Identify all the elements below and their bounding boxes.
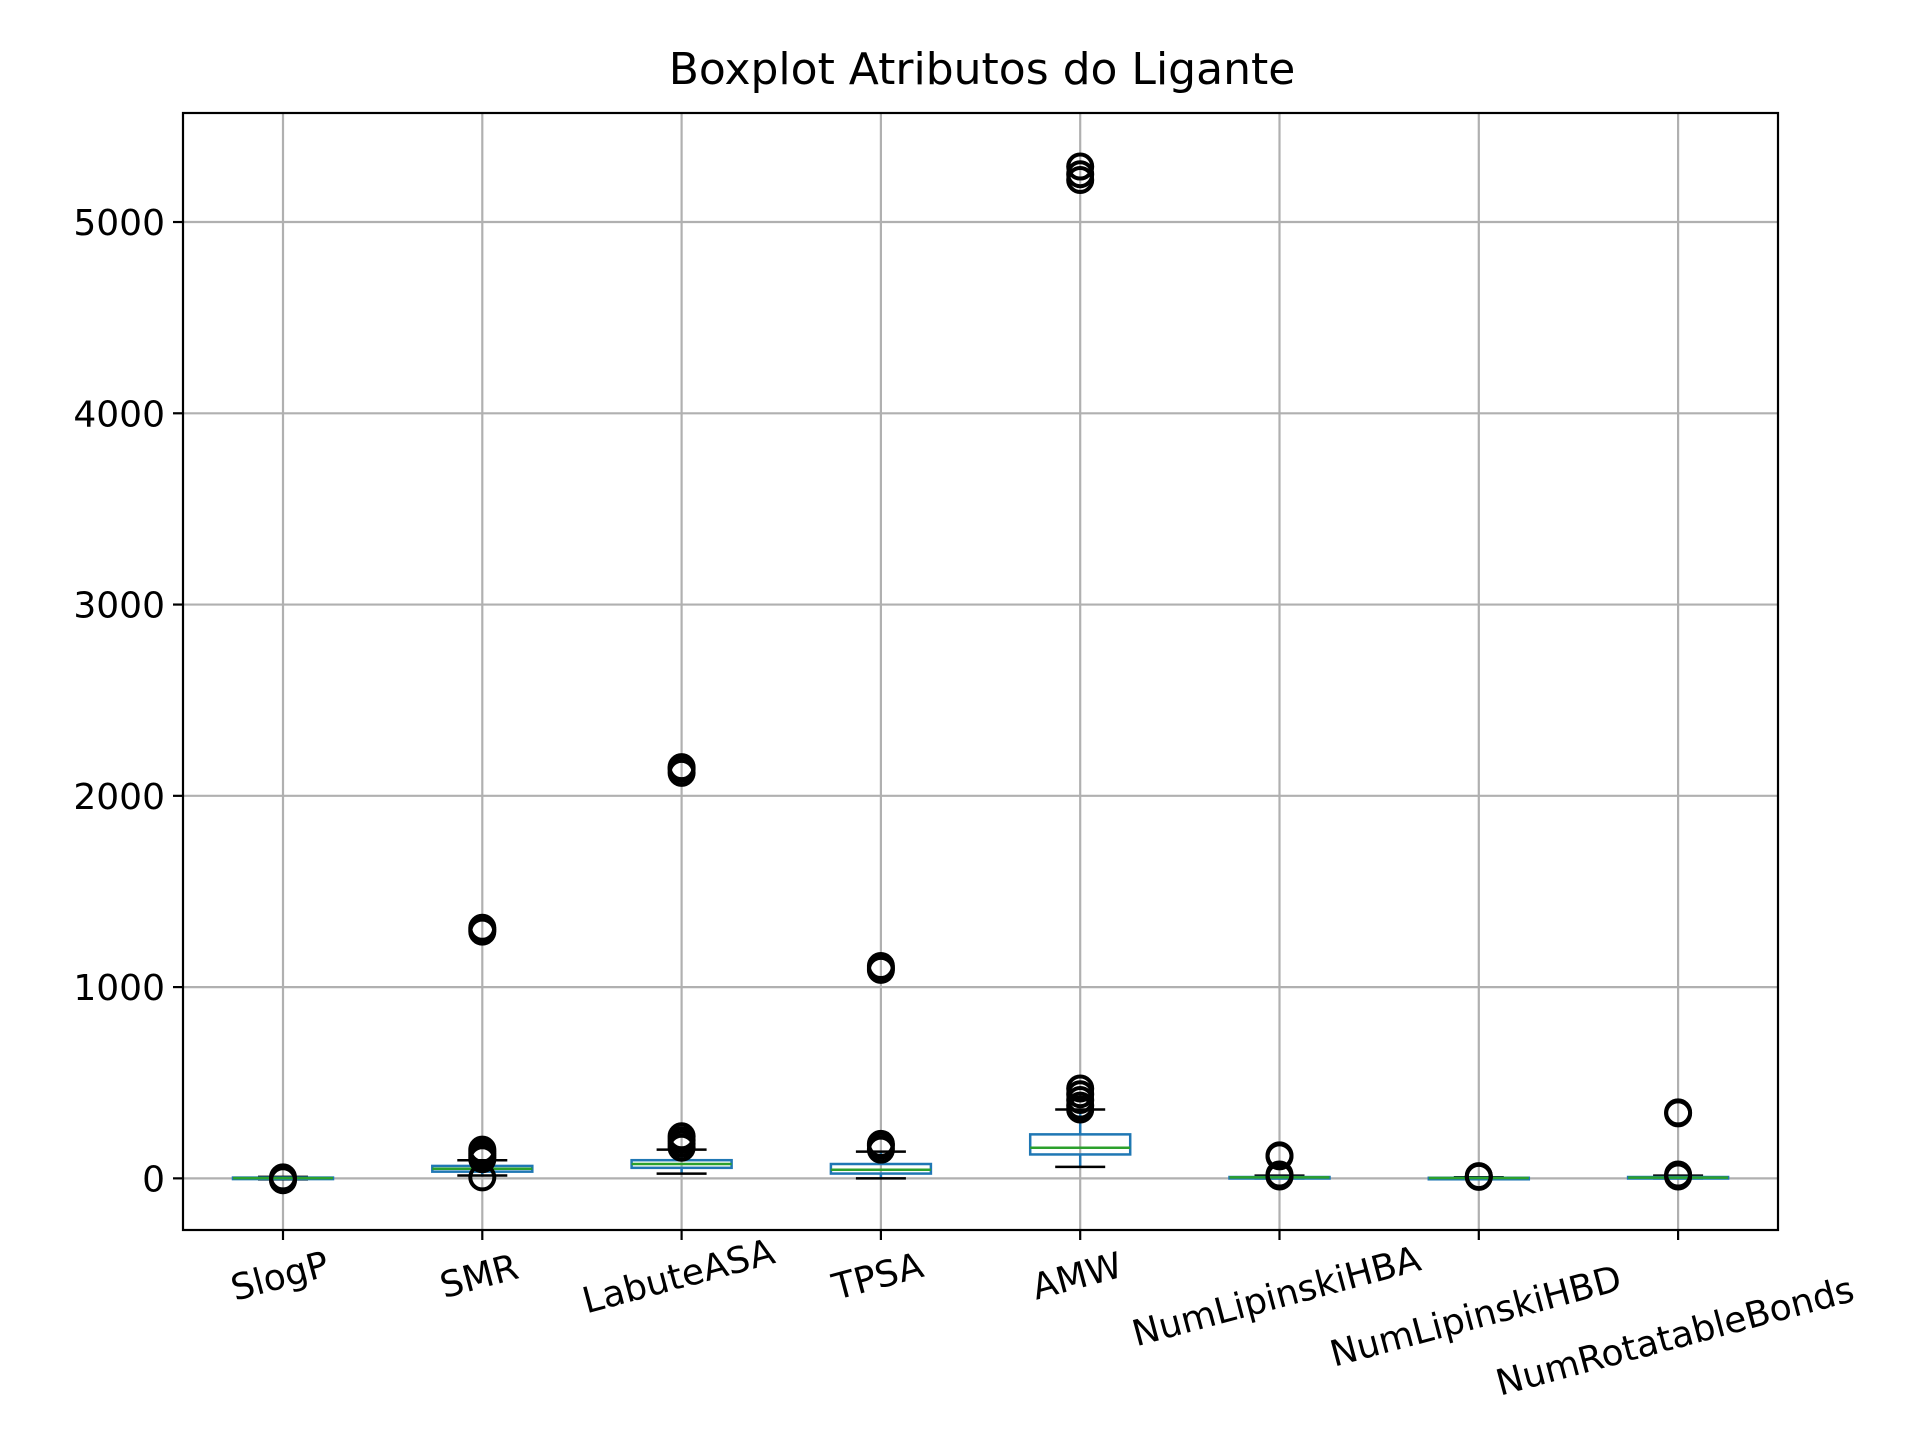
y-tick-label: 3000 (73, 586, 165, 627)
y-tick-label: 5000 (73, 203, 165, 244)
x-tick-label: TPSA (827, 1245, 928, 1309)
box-NumRotatableBonds (1626, 1098, 1730, 1191)
grid-layer (183, 113, 1778, 1230)
box-TPSA (829, 952, 933, 1180)
outlier-point (468, 913, 497, 942)
x-tick-label: LabuteASA (578, 1232, 779, 1323)
box-NumLipinskiHBA (1228, 1141, 1331, 1191)
outlier-point (1664, 1160, 1693, 1189)
outlier-point (1464, 1162, 1493, 1191)
outlier-point (1066, 152, 1095, 181)
chart-title: Boxplot Atributos do Ligante (669, 44, 1296, 95)
iqr-box (1028, 1133, 1132, 1156)
outlier-point (468, 1163, 497, 1192)
outlier-point (1265, 1141, 1294, 1170)
outlier-point (1066, 160, 1095, 189)
x-tick-label: SlogP (227, 1244, 334, 1309)
axis-layer: 0 1000 2000 3000 4000 5000 SlogP SMR LabuteASA TP… (73, 203, 1858, 1404)
outlier-point (1066, 1095, 1095, 1124)
y-tick-label: 4000 (73, 394, 165, 435)
x-tick-label: AMW (1028, 1245, 1127, 1308)
box-SMR (431, 913, 534, 1192)
outlier-point (667, 1133, 696, 1162)
y-tick-label: 0 (142, 1159, 165, 1200)
x-tick-label: SMR (436, 1247, 523, 1307)
outlier-point (866, 952, 895, 981)
box-layer (231, 152, 1730, 1195)
outlier-point (468, 1145, 497, 1174)
outlier-point (866, 1135, 895, 1164)
y-tick-label: 1000 (73, 968, 165, 1009)
outlier-point (1664, 1098, 1693, 1127)
box-NumLipinskiHBD (1427, 1162, 1531, 1191)
outlier-point (1265, 1160, 1294, 1189)
box-AMW (1028, 152, 1132, 1169)
outlier-point (269, 1163, 297, 1192)
box-SlogP (231, 1163, 335, 1195)
plot-frame (181, 111, 1780, 1232)
outlier-point (667, 753, 696, 782)
box-LabuteASA (630, 753, 733, 1175)
y-tick-label: 2000 (73, 777, 165, 818)
